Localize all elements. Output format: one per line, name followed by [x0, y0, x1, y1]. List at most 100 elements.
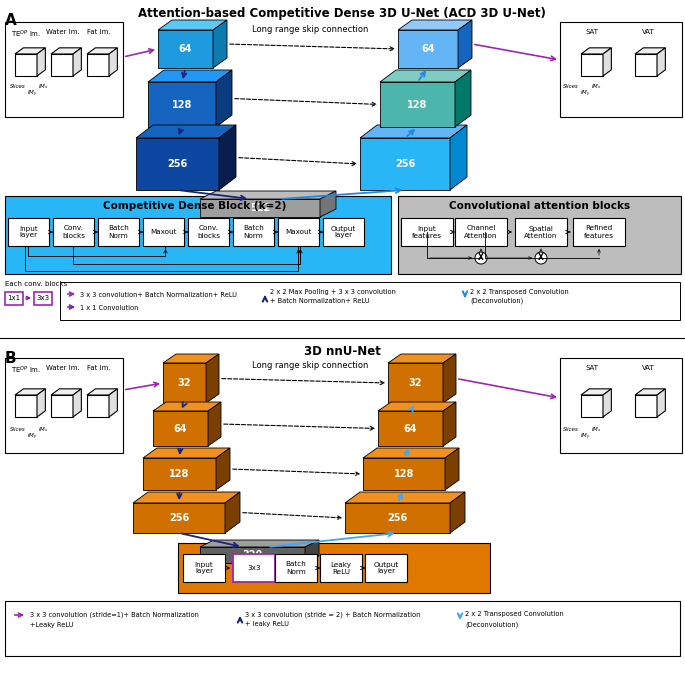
Polygon shape	[320, 191, 336, 217]
Text: 32: 32	[177, 378, 191, 388]
Text: SAT: SAT	[586, 29, 599, 35]
Polygon shape	[635, 54, 657, 76]
Text: TE$^{OP}$ Im.: TE$^{OP}$ Im.	[11, 29, 41, 41]
Text: Long range skip connection: Long range skip connection	[252, 361, 368, 370]
Polygon shape	[635, 48, 665, 54]
Polygon shape	[51, 54, 73, 76]
FancyBboxPatch shape	[573, 218, 625, 246]
Polygon shape	[378, 402, 456, 411]
Polygon shape	[635, 389, 665, 395]
Text: Convolutional attention blocks: Convolutional attention blocks	[449, 201, 631, 211]
Text: Water Im.: Water Im.	[46, 29, 80, 35]
Polygon shape	[200, 540, 319, 547]
Text: 3x3: 3x3	[247, 565, 261, 571]
Polygon shape	[163, 354, 219, 363]
Polygon shape	[380, 70, 471, 82]
Polygon shape	[136, 125, 236, 138]
Polygon shape	[345, 492, 465, 503]
Polygon shape	[443, 402, 456, 446]
Polygon shape	[109, 389, 117, 417]
Polygon shape	[148, 70, 232, 82]
Text: Fat Im.: Fat Im.	[87, 29, 111, 35]
Polygon shape	[37, 48, 45, 76]
Text: Batch
Norm: Batch Norm	[286, 561, 306, 575]
Text: 64: 64	[179, 44, 192, 54]
Polygon shape	[458, 20, 472, 68]
Text: + leaky ReLU: + leaky ReLU	[245, 621, 289, 627]
Text: Conv.
blocks: Conv. blocks	[62, 225, 85, 238]
FancyBboxPatch shape	[275, 554, 317, 582]
Text: 128: 128	[408, 100, 427, 110]
FancyBboxPatch shape	[365, 554, 407, 582]
Polygon shape	[345, 503, 450, 533]
Text: Fat Im.: Fat Im.	[87, 365, 111, 371]
Text: Long range skip connection: Long range skip connection	[252, 25, 368, 34]
Polygon shape	[133, 492, 240, 503]
FancyBboxPatch shape	[455, 218, 507, 246]
Polygon shape	[206, 354, 219, 403]
Text: 1x1: 1x1	[8, 295, 21, 301]
FancyBboxPatch shape	[178, 543, 490, 593]
Text: Output
layer: Output layer	[373, 561, 399, 575]
Polygon shape	[380, 82, 455, 127]
Text: Each conv. blocks: Each conv. blocks	[5, 281, 67, 287]
Polygon shape	[378, 411, 443, 446]
Polygon shape	[455, 70, 471, 127]
Polygon shape	[398, 30, 458, 68]
Polygon shape	[15, 48, 45, 54]
FancyBboxPatch shape	[34, 292, 52, 305]
Text: Batch
Norm: Batch Norm	[108, 225, 129, 238]
Text: TE$^{OP}$ Im.: TE$^{OP}$ Im.	[11, 365, 41, 376]
Polygon shape	[363, 448, 459, 458]
Text: X: X	[478, 253, 484, 263]
Polygon shape	[581, 389, 611, 395]
Polygon shape	[15, 395, 37, 417]
FancyBboxPatch shape	[560, 358, 682, 453]
Polygon shape	[363, 458, 445, 490]
Polygon shape	[603, 389, 611, 417]
Text: (Deconvolution): (Deconvolution)	[465, 621, 519, 628]
FancyBboxPatch shape	[320, 554, 362, 582]
Polygon shape	[603, 48, 611, 76]
Polygon shape	[73, 48, 82, 76]
FancyBboxPatch shape	[323, 218, 364, 246]
Polygon shape	[153, 411, 208, 446]
Polygon shape	[148, 82, 216, 127]
Text: Refined
features: Refined features	[584, 225, 614, 238]
Text: IM$_y$: IM$_y$	[27, 89, 38, 99]
Text: IM$_x$: IM$_x$	[591, 425, 601, 434]
Polygon shape	[305, 540, 319, 563]
Text: VAT: VAT	[642, 29, 654, 35]
FancyBboxPatch shape	[401, 218, 453, 246]
Polygon shape	[37, 389, 45, 417]
Text: SAT: SAT	[586, 365, 599, 371]
Text: IM$_y$: IM$_y$	[580, 432, 590, 442]
Text: Slices: Slices	[10, 427, 26, 432]
Circle shape	[535, 252, 547, 264]
Text: 64: 64	[421, 44, 435, 54]
FancyBboxPatch shape	[515, 218, 567, 246]
FancyBboxPatch shape	[183, 554, 225, 582]
Polygon shape	[443, 354, 456, 403]
Polygon shape	[87, 54, 109, 76]
Polygon shape	[657, 48, 665, 76]
Text: Slices: Slices	[10, 84, 26, 89]
Polygon shape	[158, 20, 227, 30]
Text: Leaky
ReLU: Leaky ReLU	[330, 561, 351, 575]
Text: 2 x 2 Transposed Convolution: 2 x 2 Transposed Convolution	[465, 611, 564, 617]
FancyBboxPatch shape	[5, 22, 123, 117]
FancyBboxPatch shape	[5, 601, 680, 656]
Polygon shape	[213, 20, 227, 68]
Text: Input
layer: Input layer	[195, 561, 213, 575]
Text: Batch
Norm: Batch Norm	[243, 225, 264, 238]
Text: 256: 256	[167, 159, 188, 169]
Text: 3D nnU-Net: 3D nnU-Net	[303, 345, 380, 358]
Text: 3x3: 3x3	[36, 295, 49, 301]
Polygon shape	[51, 395, 73, 417]
Text: IM$_x$: IM$_x$	[38, 82, 49, 91]
Text: Channel
Attention: Channel Attention	[464, 225, 498, 238]
Polygon shape	[219, 125, 236, 190]
Polygon shape	[360, 125, 467, 138]
Text: B: B	[5, 351, 16, 366]
Text: Spatial
Attention: Spatial Attention	[524, 225, 558, 238]
